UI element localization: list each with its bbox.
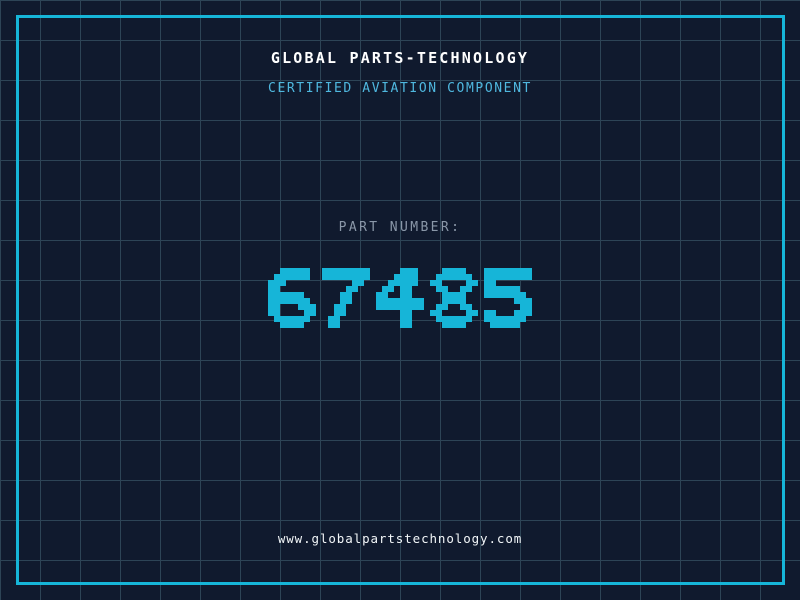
part-number-label: PART NUMBER: bbox=[338, 220, 462, 235]
part-number-display bbox=[0, 268, 800, 328]
page-title: GLOBAL PARTS-TECHNOLOGY bbox=[270, 49, 530, 67]
part-number-pixel-digits bbox=[268, 268, 532, 328]
certificate-subtitle: CERTIFIED AVIATION COMPONENT bbox=[268, 81, 532, 96]
footer-url: www.globalpartstechnology.com bbox=[277, 531, 523, 546]
